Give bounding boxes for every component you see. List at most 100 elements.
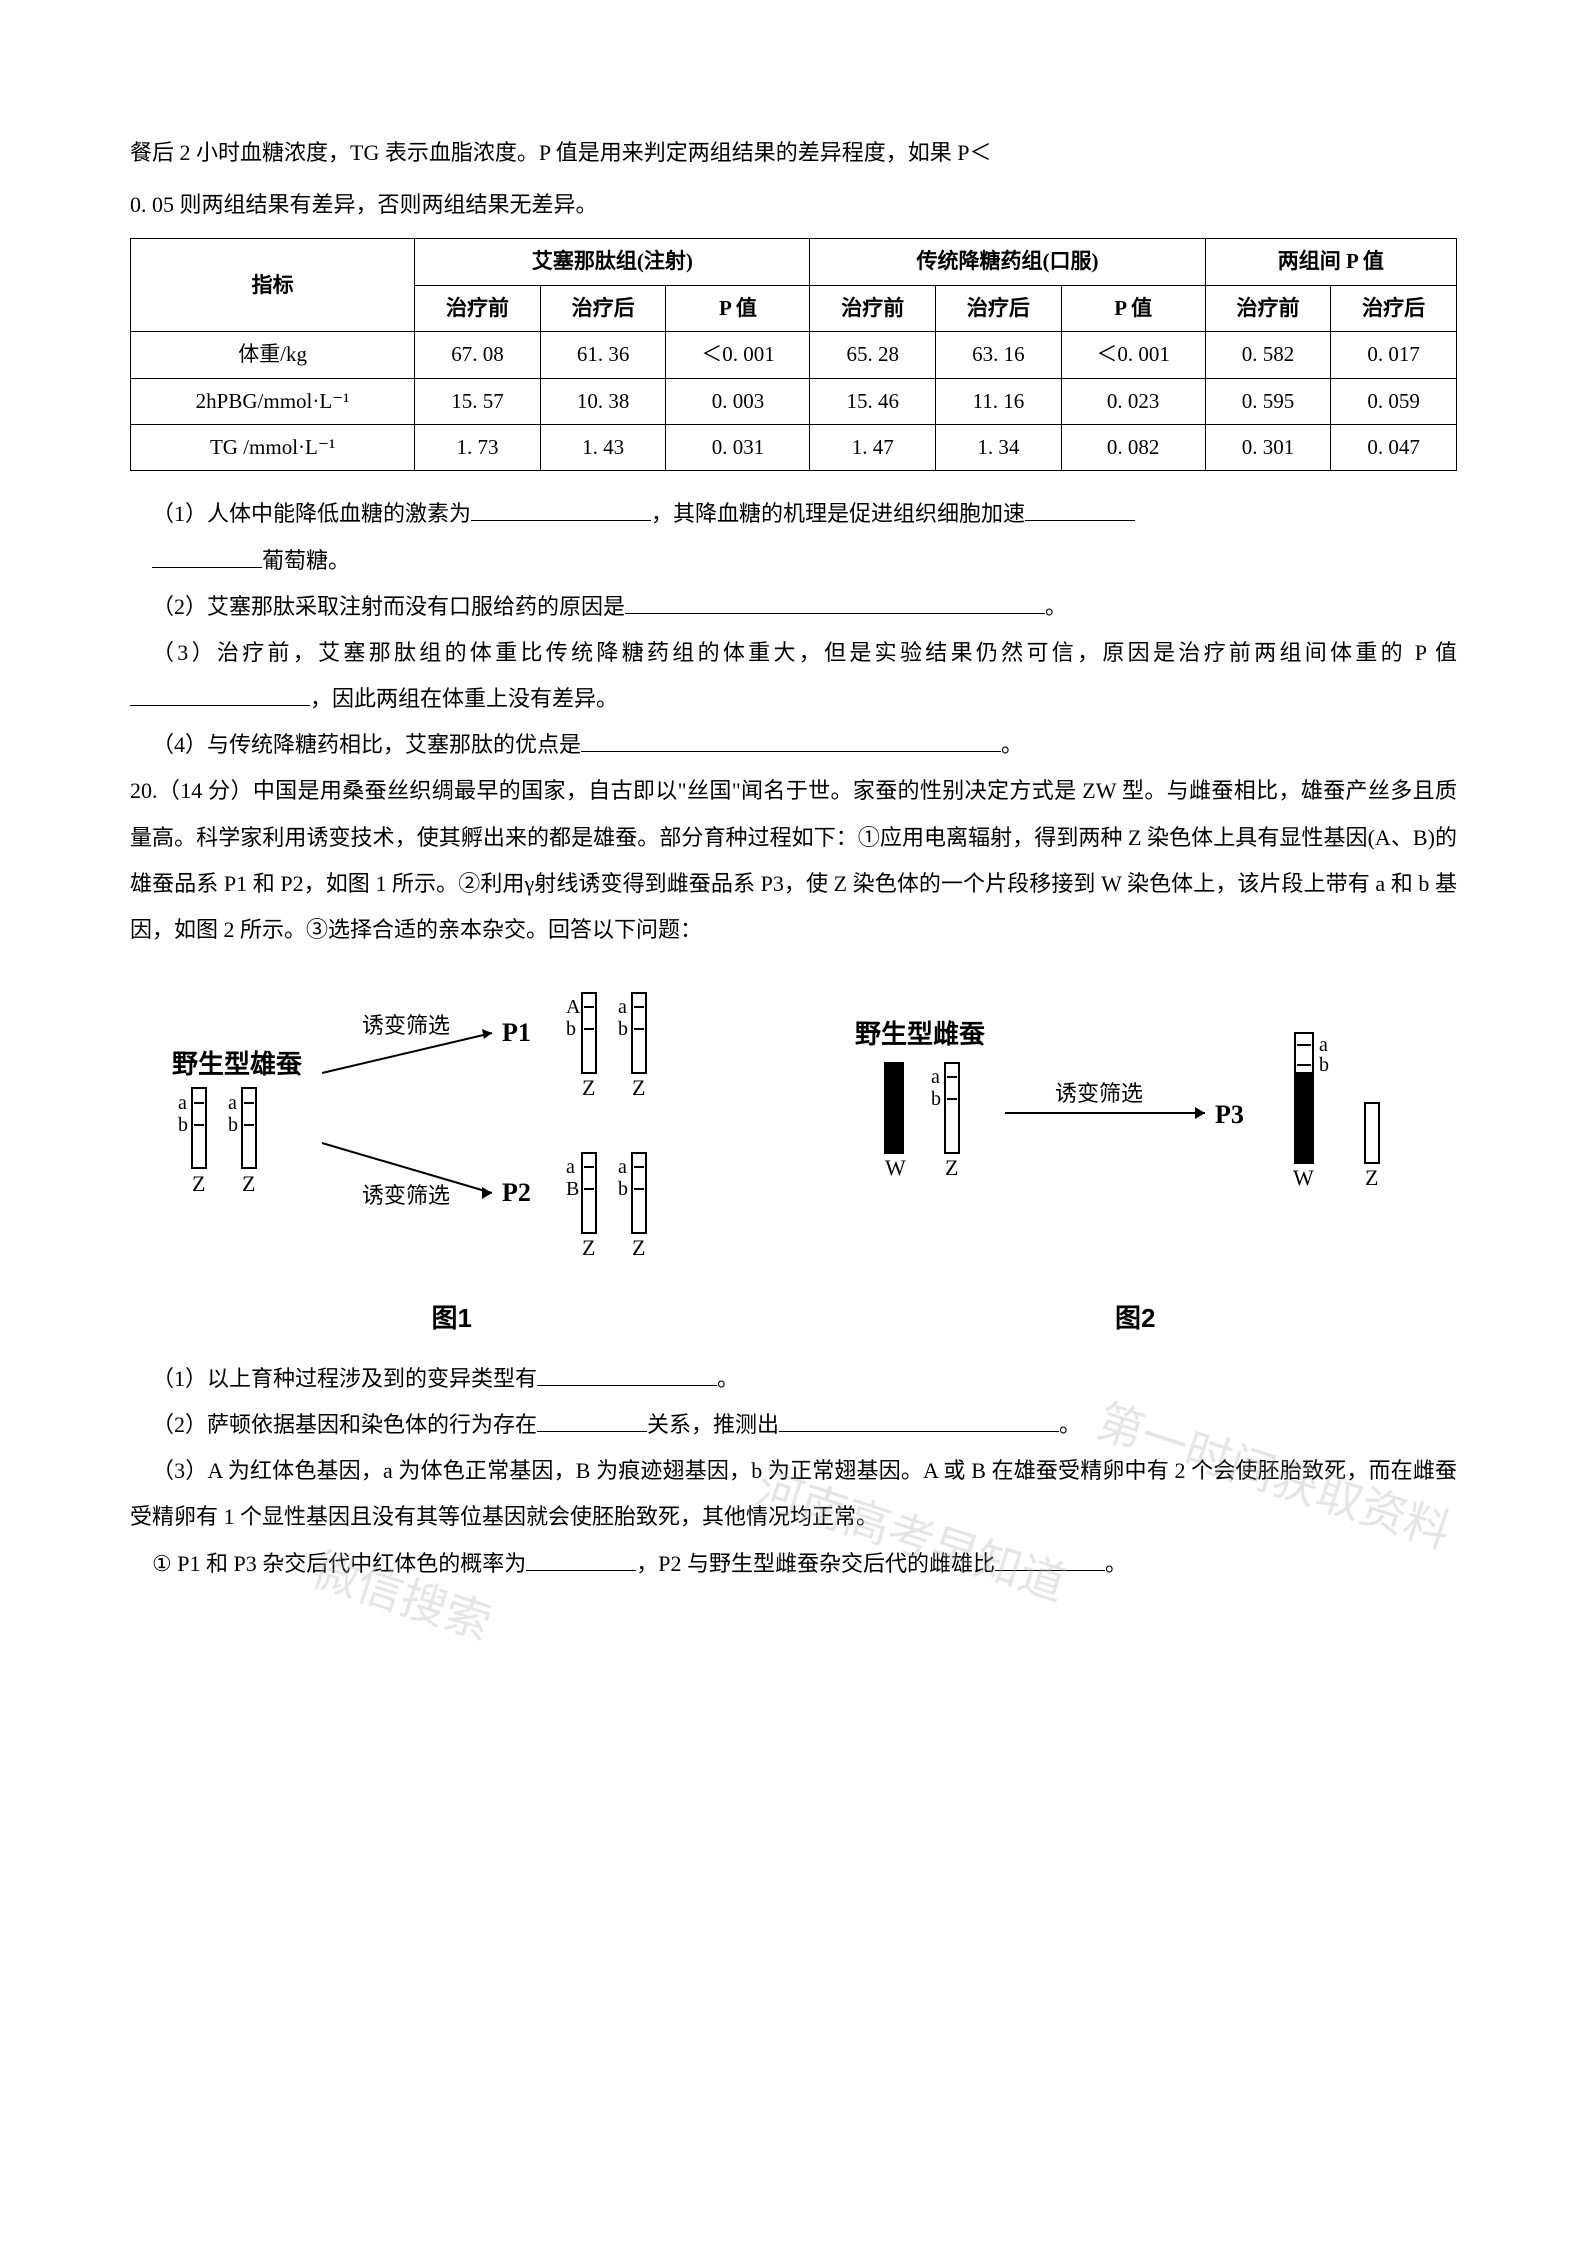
th-inter-after: 治疗后 (1331, 285, 1457, 331)
q19-p4a: （4）与传统降糖药相比，艾塞那肽的优点是 (152, 732, 581, 757)
q20-p2a: （2）萨顿依据基因和染色体的行为存在 (152, 1412, 537, 1437)
figure-1-label: 图1 (130, 1291, 774, 1346)
q20-prefix: 20.（14 分） (130, 778, 253, 803)
chrom-z: Z (632, 1235, 645, 1260)
cell: 15. 46 (810, 378, 936, 424)
cell: 1. 47 (810, 424, 936, 470)
gene-b: b (178, 1114, 188, 1136)
th-g1-before: 治疗前 (415, 285, 541, 331)
cell: 1. 34 (936, 424, 1062, 470)
chrom-w: W (885, 1155, 906, 1180)
cell: 0. 031 (666, 424, 810, 470)
table-row: 2hPBG/mmol·L⁻¹ 15. 57 10. 38 0. 003 15. … (131, 378, 1457, 424)
q19-p2a: （2）艾塞那肽采取注射而没有口服给药的原因是 (152, 594, 625, 619)
cell: 10. 38 (540, 378, 666, 424)
q19-p1c: 葡萄糖。 (262, 548, 350, 573)
q20-p1a: （1）以上育种过程涉及到的变异类型有 (152, 1366, 537, 1391)
chrom-z: Z (242, 1171, 255, 1196)
results-table: 指标 艾塞那肽组(注射) 传统降糖药组(口服) 两组间 P 值 治疗前 治疗后 … (130, 238, 1457, 471)
blank (995, 1546, 1105, 1570)
cell: 0. 017 (1331, 332, 1457, 378)
q20-p3-1b: ，P2 与野生型雌蚕杂交后代的雌雄比 (636, 1551, 995, 1576)
chrom-z: Z (1365, 1165, 1378, 1190)
gene-B: B (566, 1178, 579, 1200)
blank (152, 543, 262, 567)
q19-p1: （1）人体中能降低血糖的激素为，其降血糖的机理是促进组织细胞加速 (130, 491, 1457, 537)
chrom-z: Z (582, 1075, 595, 1100)
cell: 1. 43 (540, 424, 666, 470)
gene-a: a (1319, 1034, 1328, 1056)
th-g2-after: 治疗后 (936, 285, 1062, 331)
gene-a: a (618, 1156, 627, 1178)
cell: 11. 16 (936, 378, 1062, 424)
p3-label: P3 (1215, 1100, 1244, 1129)
q20-body: 20.（14 分）中国是用桑蚕丝织绸最早的国家，自古即以"丝国"闻名于世。家蚕的… (130, 768, 1457, 953)
q20-p2b: 关系，推测出 (647, 1412, 779, 1437)
gene-a: a (178, 1092, 187, 1114)
gene-a: a (618, 996, 627, 1018)
figure-2-svg: 野生型雌蚕 a b W Z 诱变筛选 P3 (825, 973, 1445, 1283)
cell: 0. 023 (1061, 378, 1205, 424)
q20-body-text: 中国是用桑蚕丝织绸最早的国家，自古即以"丝国"闻名于世。家蚕的性别决定方式是 Z… (130, 778, 1457, 942)
q20-p2: （2）萨顿依据基因和染色体的行为存在 关系，推测出 。 (130, 1402, 1457, 1448)
gene-b: b (228, 1114, 238, 1136)
wild-female-chromosomes: a b W Z (885, 1063, 959, 1180)
mutate-label: 诱变筛选 (362, 1183, 450, 1208)
table-row: TG /mmol·L⁻¹ 1. 73 1. 43 0. 031 1. 47 1.… (131, 424, 1457, 470)
q20-p2c: 。 (1059, 1412, 1081, 1437)
cell: ＜0. 001 (666, 332, 810, 378)
wild-male-label: 野生型雄蚕 (172, 1050, 302, 1079)
blank (1025, 497, 1135, 521)
cell: 65. 28 (810, 332, 936, 378)
cell: 61. 36 (540, 332, 666, 378)
th-group3: 两组间 P 值 (1205, 239, 1456, 285)
th-group1: 艾塞那肽组(注射) (415, 239, 810, 285)
cell: 0. 047 (1331, 424, 1457, 470)
gene-b: b (618, 1178, 628, 1200)
figure-1: 野生型雄蚕 a b a b Z Z (130, 973, 774, 1346)
q19-p3a: （3）治疗前，艾塞那肽组的体重比传统降糖药组的体重大，但是实验结果仍然可信，原因… (152, 640, 1457, 665)
q20-p3-1: ① P1 和 P3 杂交后代中红体色的概率为 ，P2 与野生型雌蚕杂交后代的雌雄比… (130, 1541, 1457, 1587)
p1-chromosomes: A b a b Z Z (566, 993, 646, 1100)
th-group2: 传统降糖药组(口服) (810, 239, 1205, 285)
cell: ＜0. 001 (1061, 332, 1205, 378)
q19-p2: （2）艾塞那肽采取注射而没有口服给药的原因是。 (130, 584, 1457, 630)
q19-p3: （3）治疗前，艾塞那肽组的体重比传统降糖药组的体重大，但是实验结果仍然可信，原因… (130, 630, 1457, 722)
chrom-z: Z (582, 1235, 595, 1260)
cell: 63. 16 (936, 332, 1062, 378)
cell: 0. 582 (1205, 332, 1331, 378)
p2-label: P2 (502, 1178, 531, 1207)
gene-b: b (931, 1088, 941, 1110)
gene-A: A (566, 996, 581, 1018)
blank (537, 1362, 717, 1386)
cell-label: TG /mmol·L⁻¹ (131, 424, 415, 470)
cell: 0. 301 (1205, 424, 1331, 470)
q20-p3-text: （3）A 为红体色基因，a 为体色正常基因，B 为痕迹翅基因，b 为正常翅基因。… (130, 1458, 1457, 1529)
q19-p1a: （1）人体中能降低血糖的激素为 (152, 501, 471, 526)
chrom-w: W (1293, 1165, 1314, 1190)
th-g1-p: P 值 (666, 285, 810, 331)
q20-p3-1c: 。 (1105, 1551, 1127, 1576)
q19-p4b: 。 (1001, 732, 1023, 757)
q19-p3b: ，因此两组在体重上没有差异。 (310, 686, 618, 711)
blank (625, 590, 1045, 614)
cell: 67. 08 (415, 332, 541, 378)
figure-2: 野生型雌蚕 a b W Z 诱变筛选 P3 (814, 973, 1458, 1346)
table-row: 体重/kg 67. 08 61. 36 ＜0. 001 65. 28 63. 1… (131, 332, 1457, 378)
figures-container: 野生型雄蚕 a b a b Z Z (130, 973, 1457, 1346)
cell-label: 体重/kg (131, 332, 415, 378)
figure-1-svg: 野生型雄蚕 a b a b Z Z (142, 973, 762, 1283)
intro-line-2: 0. 05 则两组结果有差异，否则两组结果无差异。 (130, 182, 1457, 228)
q20-p3: （3）A 为红体色基因，a 为体色正常基因，B 为痕迹翅基因，b 为正常翅基因。… (130, 1448, 1457, 1540)
intro-line-1: 餐后 2 小时血糖浓度，TG 表示血脂浓度。P 值是用来判定两组结果的差异程度，… (130, 130, 1457, 176)
blank (130, 682, 310, 706)
cell: 0. 003 (666, 378, 810, 424)
chrom-z: Z (945, 1155, 958, 1180)
th-g2-before: 治疗前 (810, 285, 936, 331)
gene-b: b (1319, 1054, 1329, 1076)
mutate-label: 诱变筛选 (1055, 1081, 1143, 1106)
th-inter-before: 治疗前 (1205, 285, 1331, 331)
blank (471, 497, 651, 521)
figure-2-label: 图2 (814, 1291, 1458, 1346)
q20-p3-1a: ① P1 和 P3 杂交后代中红体色的概率为 (152, 1551, 526, 1576)
